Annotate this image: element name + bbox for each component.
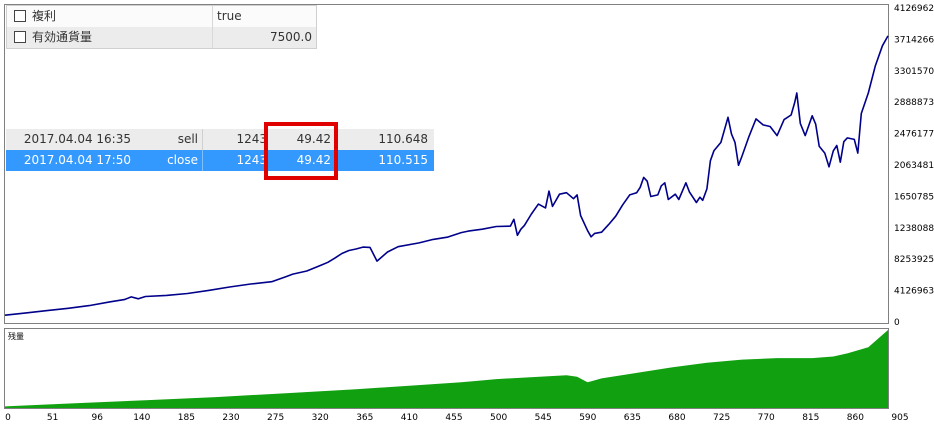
- x-tick-label: 500: [490, 413, 507, 423]
- trade-row-selected[interactable]: 2017.04.04 17:50 close 1243 49.42 110.51…: [6, 150, 434, 171]
- x-tick-label: 230: [222, 413, 239, 423]
- x-tick-label: 905: [891, 413, 908, 423]
- settings-row[interactable]: 有効通貨量 7500.0: [7, 27, 316, 48]
- x-tick-label: 185: [178, 413, 195, 423]
- volume-series: [5, 330, 888, 408]
- setting-label: 有効通貨量: [32, 30, 93, 44]
- x-tick-label: 96: [91, 413, 103, 423]
- checkbox[interactable]: [14, 9, 26, 22]
- x-tick-label: 725: [713, 413, 730, 423]
- y-tick-label: 37142664: [894, 35, 934, 45]
- balance-line: [4, 35, 889, 316]
- setting-value[interactable]: 7500.0: [270, 30, 312, 44]
- x-tick-label: 680: [668, 413, 685, 423]
- y-tick-label: 0: [894, 318, 900, 328]
- volume-area: [5, 330, 888, 408]
- x-tick-label: 0: [5, 413, 11, 423]
- y-tick-label: 24761776: [894, 130, 934, 140]
- setting-label: 複利: [32, 9, 57, 23]
- x-tick-label: 51: [47, 413, 58, 423]
- trade-price: 110.515: [378, 153, 428, 167]
- trade-size: 49.42: [296, 153, 331, 167]
- trade-order: 1243: [236, 132, 267, 146]
- trade-type: sell: [135, 129, 203, 150]
- setting-value[interactable]: true: [217, 9, 242, 23]
- x-tick-label: 860: [847, 413, 864, 423]
- balance-series: [4, 35, 889, 316]
- volume-panel-label: 残量: [8, 332, 24, 341]
- trade-size: 49.42: [296, 132, 331, 146]
- x-tick-label: 545: [535, 413, 552, 423]
- checkbox[interactable]: [14, 30, 26, 43]
- y-tick-label: 8253925: [894, 255, 934, 265]
- x-tick-label: 815: [802, 413, 819, 423]
- y-tick-label: 4126963: [894, 287, 934, 297]
- y-tick-label: 28888739: [894, 98, 934, 108]
- y-tick-label: 41269627: [894, 4, 934, 14]
- trade-time: 2017.04.04 16:35: [23, 132, 131, 146]
- x-tick-label: 410: [401, 413, 418, 423]
- trades-table: 2017.04.04 16:35 sell 1243 49.42 110.648…: [6, 129, 434, 171]
- highlight-box: [264, 122, 338, 180]
- x-tick-label: 770: [758, 413, 775, 423]
- trade-time: 2017.04.04 17:50: [23, 153, 131, 167]
- x-tick-label: 365: [356, 413, 373, 423]
- y-tick-label: 20634814: [894, 161, 934, 171]
- x-tick-label: 455: [445, 413, 462, 423]
- trade-order: 1243: [236, 153, 267, 167]
- x-tick-label: 635: [624, 413, 641, 423]
- x-tick-label: 320: [312, 413, 329, 423]
- trade-price: 110.648: [378, 132, 428, 146]
- trade-type: close: [135, 150, 203, 171]
- x-tick-label: 140: [133, 413, 150, 423]
- x-tick-label: 275: [267, 413, 284, 423]
- settings-table: 複利 true 有効通貨量 7500.0: [6, 5, 317, 49]
- x-axis: 0 51 96 140 185 230 275 320 365 410 455 500 545 590 63…: [5, 413, 908, 423]
- settings-row[interactable]: 複利 true: [7, 6, 316, 28]
- x-tick-label: 590: [579, 413, 596, 423]
- trade-row[interactable]: 2017.04.04 16:35 sell 1243 49.42 110.648: [6, 129, 434, 151]
